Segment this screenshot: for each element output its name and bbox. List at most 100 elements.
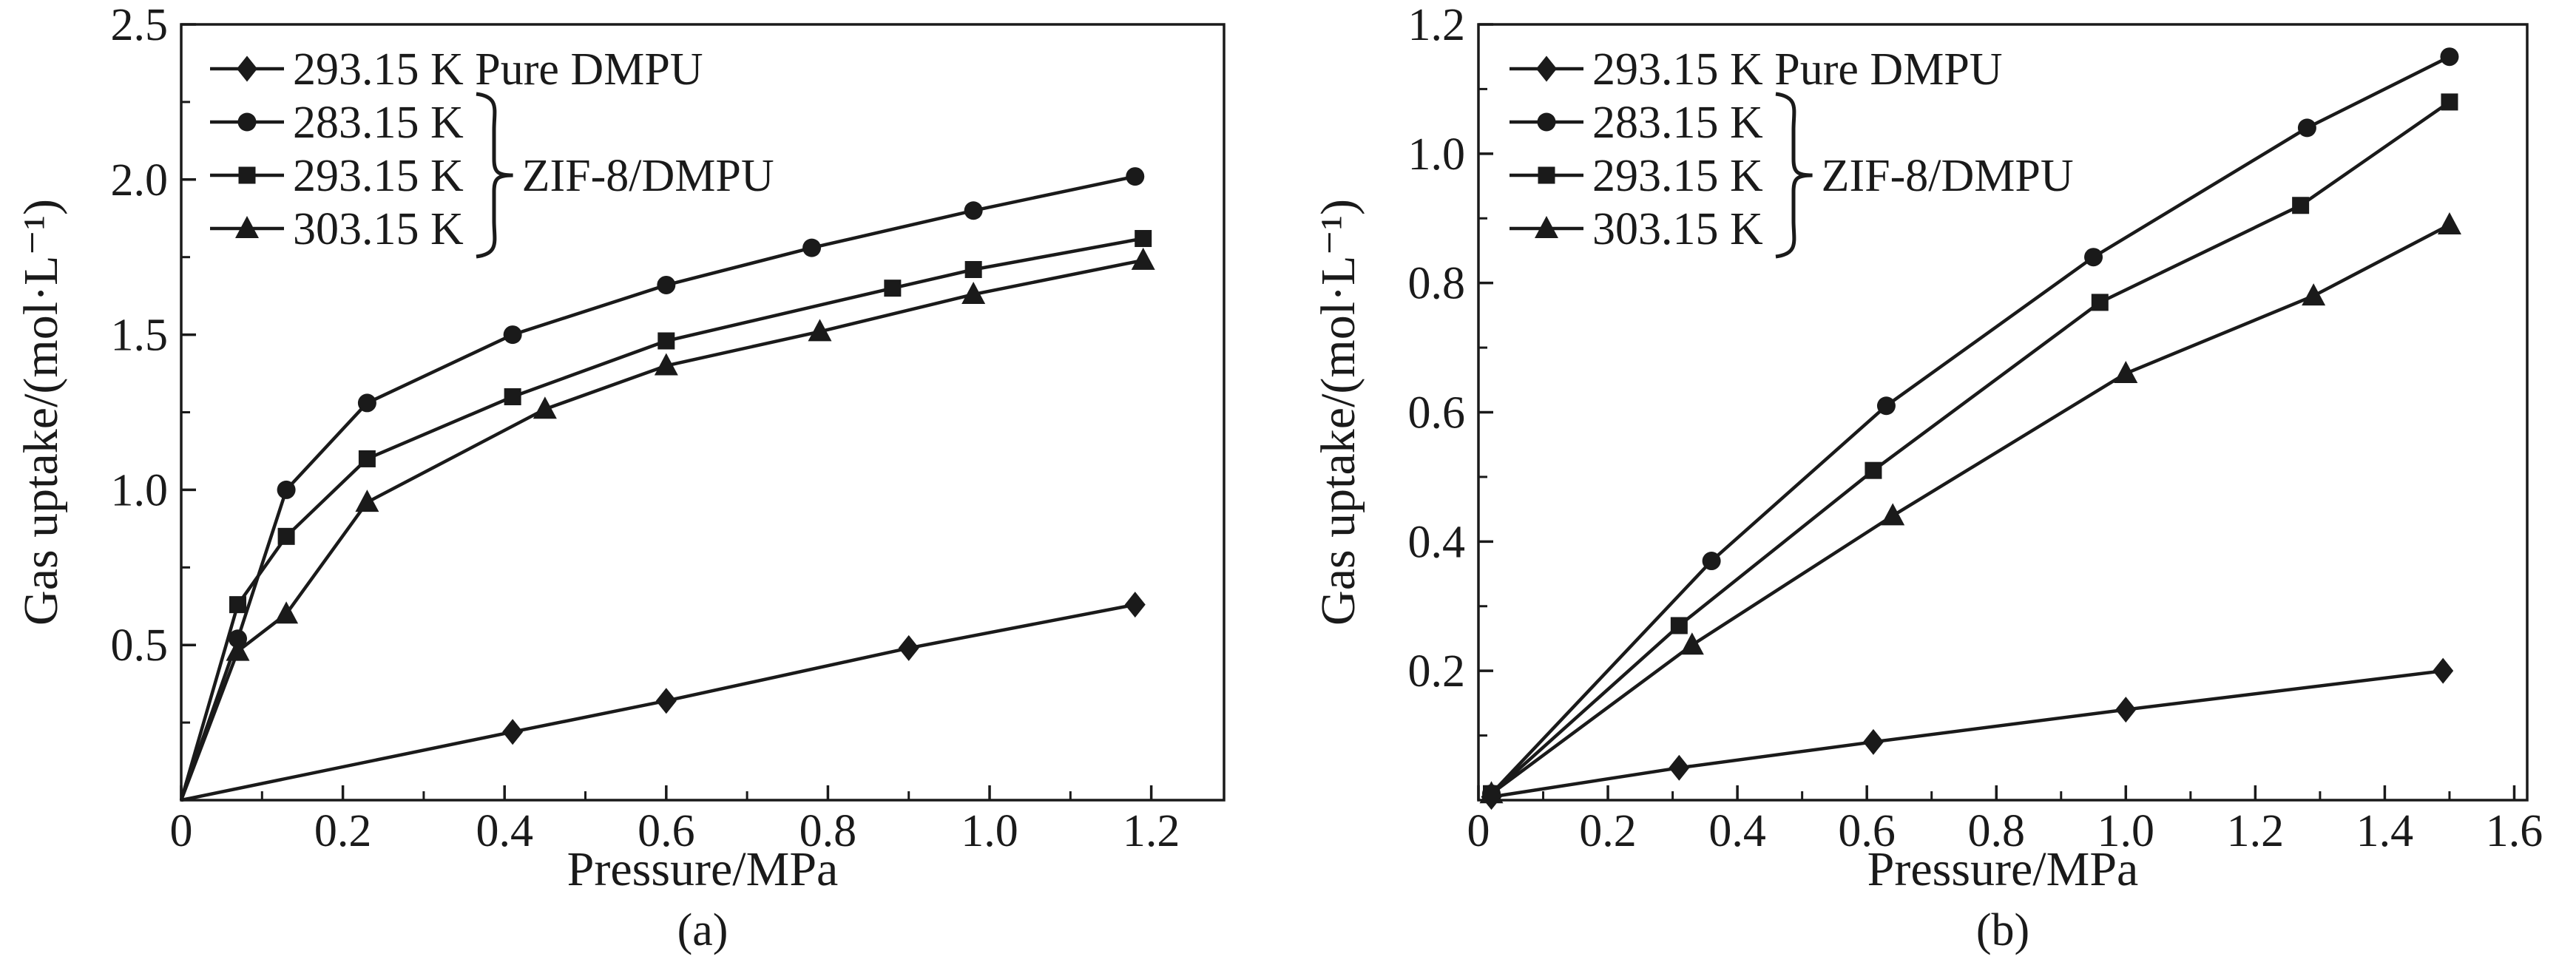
diamond-marker-point (1669, 754, 1690, 781)
x-tick-label: 1.0 (961, 806, 1018, 856)
chart-a: 0 0.2 0.4 0.6 0.8 1.0 1.2 0.5 1.0 1.5 2.0 2.5 Pressu… (14, 0, 1226, 955)
square-marker-legend (1538, 166, 1555, 184)
circle-marker-point (1702, 552, 1721, 571)
circle-marker-point (1876, 396, 1896, 416)
square-marker-point (504, 388, 521, 406)
square-marker-point (2441, 93, 2458, 111)
circle-marker-point (1126, 167, 1145, 186)
triangle-marker-point (654, 353, 678, 376)
x-tick-label: 0.6 (1838, 806, 1896, 856)
diamond-marker-point (2115, 697, 2137, 723)
square-marker-point (964, 260, 982, 278)
diamond-marker-legend (1536, 55, 1557, 82)
circle-marker-point (2440, 47, 2459, 67)
x-tick-label: 0.8 (1967, 806, 2025, 856)
diamond-marker-point (898, 634, 919, 661)
x-tick-label: 0.8 (799, 806, 857, 856)
legend-label: 293.15 K (293, 151, 464, 201)
x-tick-label: 0.2 (314, 806, 372, 856)
x-tick-label: 0.4 (476, 806, 533, 856)
y-tick-label: 1.2 (1408, 0, 1466, 50)
legend-group-brace (1775, 92, 1813, 259)
square-marker-point (1670, 617, 1688, 634)
triangle-marker-point (961, 282, 986, 305)
legend-label: 293.15 K (1592, 151, 1763, 201)
x-tick-label: 0 (1467, 806, 1490, 856)
diamond-marker-point (655, 688, 677, 714)
legend-group-label: ZIF-8/DMPU (522, 151, 774, 201)
circle-marker-legend (1537, 112, 1556, 132)
series-line-square (1490, 101, 2451, 795)
triangle-marker-point (2437, 211, 2461, 234)
circle-marker-point (2297, 118, 2316, 138)
diamond-marker-point (1862, 728, 1884, 755)
legend-label: 293.15 K Pure DMPU (293, 44, 703, 95)
triangle-marker-point (1479, 781, 1504, 804)
square-marker-point (2292, 197, 2310, 214)
square-marker-point (884, 280, 902, 297)
chart-b: 0 0.2 0.4 0.6 0.8 1.0 1.2 1.4 1.6 0.2 0.4 0.6 0.8 1.0… (1311, 0, 2543, 955)
x-tick-label: 1.0 (2097, 806, 2155, 856)
subfigure-caption: (b) (1976, 905, 2029, 955)
y-tick-label: 0.4 (1408, 517, 1466, 567)
legend-label: 303.15 K (1592, 204, 1763, 254)
legend-label: 303.15 K (293, 204, 464, 254)
y-tick-label: 0.5 (111, 620, 169, 671)
series-line-square (179, 237, 1144, 801)
diamond-marker-point (2433, 657, 2454, 684)
legend-group-brace (476, 92, 513, 259)
x-tick-label: 1.4 (2356, 806, 2414, 856)
triangle-marker-point (355, 490, 379, 512)
legend-label: 283.15 K (1592, 98, 1763, 148)
circle-marker-point (657, 275, 676, 294)
circle-marker-point (802, 238, 822, 257)
y-tick-label: 1.0 (1408, 129, 1466, 180)
legend-group-label: ZIF-8/DMPU (1822, 151, 2074, 201)
diamond-marker-point (1124, 592, 1146, 618)
triangle-marker-point (274, 601, 299, 624)
triangle-marker-point (226, 638, 250, 661)
x-axis-title: Pressure/MPa (1867, 842, 2139, 896)
series-line-circle (179, 175, 1136, 801)
x-axis-title: Pressure/MPa (567, 842, 839, 896)
circle-marker-point (2084, 248, 2103, 267)
y-tick-label: 0.8 (1408, 259, 1466, 309)
x-tick-label: 0 (170, 806, 193, 856)
y-tick-label: 2.5 (111, 0, 169, 50)
legend-label: 283.15 K (293, 98, 464, 148)
triangle-marker-legend (235, 216, 259, 238)
legend-label: 293.15 K Pure DMPU (1592, 44, 2003, 95)
square-marker-point (1865, 461, 1882, 479)
square-marker-point (1135, 230, 1152, 248)
x-tick-label: 1.2 (1123, 806, 1180, 856)
triangle-marker-point (1881, 503, 1905, 526)
x-tick-label: 0.2 (1579, 806, 1637, 856)
series-line-circle (1490, 55, 2451, 795)
y-tick-label: 1.5 (111, 311, 169, 361)
x-tick-label: 0.6 (638, 806, 695, 856)
diamond-marker-legend (237, 55, 257, 82)
circle-marker-legend (237, 112, 257, 132)
square-marker-point (358, 450, 376, 467)
circle-marker-point (277, 480, 296, 499)
circle-marker-point (503, 325, 522, 345)
circle-marker-point (964, 201, 983, 220)
x-tick-label: 1.6 (2486, 806, 2543, 856)
triangle-marker-legend (1535, 216, 1558, 238)
triangle-marker-point (1131, 247, 1155, 270)
square-marker-point (229, 596, 247, 614)
square-marker-legend (238, 166, 256, 184)
diamond-marker-point (502, 719, 524, 745)
y-axis-title: Gas uptake/(mol·L⁻¹) (1311, 199, 1365, 626)
y-tick-label: 2.0 (111, 155, 169, 206)
x-tick-label: 1.2 (2227, 806, 2285, 856)
y-tick-label: 0.2 (1408, 646, 1466, 697)
x-tick-label: 0.4 (1708, 806, 1766, 856)
triangle-marker-point (1680, 632, 1704, 655)
square-marker-point (2091, 294, 2109, 311)
subfigure-caption: (a) (677, 905, 728, 955)
y-tick-label: 0.6 (1408, 388, 1466, 439)
series-line-triangle (1490, 223, 2451, 796)
square-marker-point (277, 527, 295, 545)
